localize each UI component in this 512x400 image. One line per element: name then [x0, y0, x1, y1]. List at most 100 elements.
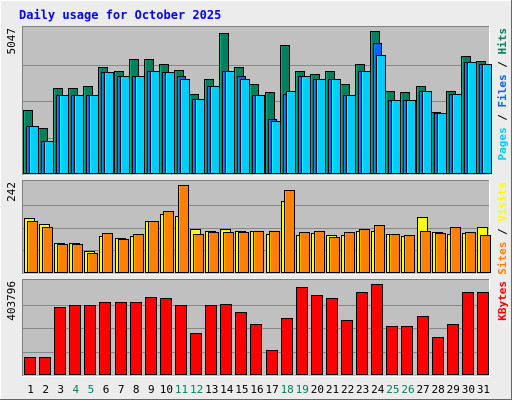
legend-entry: /: [496, 108, 509, 128]
bar-pages-day-15: [240, 79, 250, 174]
bar-pages-day-30: [467, 62, 477, 174]
day-label-5: 5: [88, 383, 95, 396]
panel-visits_sites: 242 Sites / Visits: [5, 180, 509, 275]
panel-kbytes: 403796 KBytes: [5, 279, 509, 377]
day-label-27: 27: [416, 383, 429, 396]
bar-kbytes-day-23: [356, 292, 368, 375]
bar-kbytes-day-1: [24, 357, 36, 375]
bar-kbytes-day-16: [250, 324, 262, 375]
bar-pages-day-25: [391, 100, 401, 174]
bar-pages-day-21: [331, 79, 341, 174]
bar-kbytes-day-28: [432, 337, 444, 375]
legend-entry: Pages: [496, 127, 509, 160]
day-label-1: 1: [27, 383, 34, 396]
legend-entry: /: [496, 222, 509, 242]
day-label-16: 16: [250, 383, 263, 396]
bar-kbytes-day-17: [266, 350, 278, 375]
panel-pages_files_hits: 5047 Pages / Files / Hits: [5, 26, 509, 176]
bar-pages-day-11: [180, 79, 190, 174]
bar-pages-day-28: [437, 113, 447, 174]
day-label-8: 8: [133, 383, 140, 396]
day-label-25: 25: [386, 383, 399, 396]
bar-sites-day-11: [178, 185, 189, 273]
bar-kbytes-day-14: [220, 304, 232, 375]
day-label-18: 18: [281, 383, 294, 396]
day-label-31: 31: [477, 383, 490, 396]
scale-label: 403796: [5, 281, 18, 321]
day-label-20: 20: [311, 383, 324, 396]
bar-sites-day-25: [389, 234, 400, 273]
bar-sites-day-27: [420, 231, 431, 273]
day-label-19: 19: [296, 383, 309, 396]
bar-sites-day-29: [450, 227, 461, 273]
day-label-29: 29: [447, 383, 460, 396]
bar-sites-day-12: [193, 234, 204, 273]
bar-pages-day-10: [165, 72, 175, 174]
bar-sites-day-3: [57, 244, 68, 273]
bar-sites-day-21: [329, 237, 340, 273]
bar-kbytes-day-29: [447, 324, 459, 375]
bar-sites-day-28: [435, 233, 446, 273]
bar-pages-day-4: [74, 95, 84, 174]
bar-pages-day-16: [255, 95, 265, 174]
bar-pages-day-20: [316, 79, 326, 174]
bar-pages-day-5: [89, 95, 99, 174]
series-pages: [29, 55, 492, 174]
bar-sites-day-26: [404, 235, 415, 273]
bar-sites-day-24: [374, 225, 385, 273]
bar-pages-day-19: [301, 76, 311, 174]
bar-pages-day-7: [120, 76, 130, 174]
bar-sites-day-9: [148, 221, 159, 273]
bar-sites-day-4: [72, 244, 83, 273]
bar-kbytes-day-5: [84, 305, 96, 375]
bar-sites-day-17: [269, 231, 280, 273]
series-kbytes: [24, 284, 489, 375]
bar-pages-day-9: [150, 71, 160, 174]
bar-kbytes-day-20: [311, 295, 323, 375]
day-label-15: 15: [235, 383, 248, 396]
bar-kbytes-day-2: [39, 357, 51, 375]
bar-sites-day-19: [299, 232, 310, 273]
bar-sites-day-6: [102, 233, 113, 273]
day-label-12: 12: [190, 383, 203, 396]
bar-pages-day-18: [286, 91, 296, 174]
day-label-28: 28: [432, 383, 445, 396]
day-label-24: 24: [371, 383, 385, 396]
bar-sites-day-30: [465, 232, 476, 273]
bar-sites-day-1: [27, 221, 38, 273]
bar-sites-day-7: [118, 239, 129, 273]
bar-pages-day-1: [29, 126, 39, 174]
bar-pages-day-24: [376, 55, 386, 174]
day-label-30: 30: [462, 383, 475, 396]
bar-pages-day-22: [346, 95, 356, 174]
bar-pages-day-17: [271, 121, 281, 174]
bar-kbytes-day-10: [160, 298, 172, 375]
bar-kbytes-day-22: [341, 320, 353, 375]
day-label-10: 10: [160, 383, 173, 396]
bar-sites-day-10: [163, 211, 174, 273]
bar-sites-day-16: [253, 231, 264, 273]
bar-pages-day-14: [225, 71, 235, 174]
legend-entry: KBytes: [496, 281, 509, 321]
bar-pages-day-13: [210, 86, 220, 174]
series-sites: [27, 185, 491, 273]
day-label-23: 23: [356, 383, 369, 396]
bar-pages-day-8: [135, 76, 145, 174]
bar-pages-day-29: [452, 94, 462, 174]
day-label-21: 21: [326, 383, 339, 396]
bar-pages-day-23: [361, 71, 371, 174]
bar-kbytes-day-31: [477, 292, 489, 375]
bar-kbytes-day-19: [296, 287, 308, 375]
bar-kbytes-day-27: [417, 316, 429, 375]
legend-entry: Hits: [496, 28, 509, 55]
bar-kbytes-day-18: [281, 318, 293, 375]
bar-sites-day-14: [223, 232, 234, 273]
bar-pages-day-31: [482, 64, 492, 174]
day-label-4: 4: [73, 383, 80, 396]
scale-label: 242: [5, 182, 18, 202]
bar-kbytes-day-26: [401, 326, 413, 375]
bar-kbytes-day-21: [326, 298, 338, 375]
bar-kbytes-day-4: [69, 305, 81, 375]
bar-sites-day-22: [344, 232, 355, 273]
